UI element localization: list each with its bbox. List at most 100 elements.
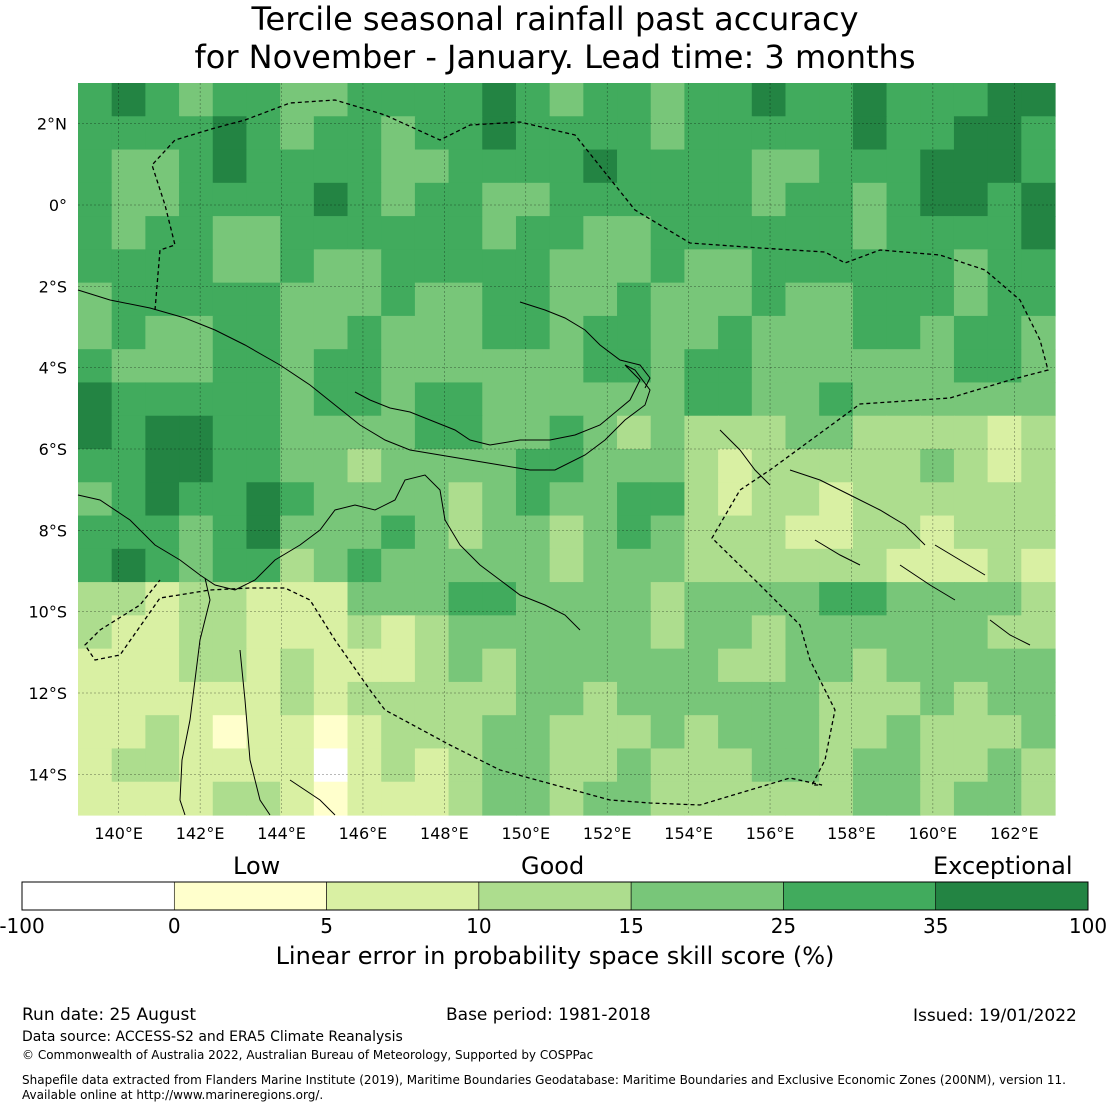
skill-cell — [852, 182, 888, 217]
skill-cell — [549, 349, 584, 384]
run-date: Run date: 25 August — [22, 1005, 196, 1025]
skill-cell — [347, 715, 382, 750]
skill-cell — [246, 648, 281, 683]
skill-cell — [920, 615, 955, 650]
skill-cell — [145, 548, 180, 583]
skill-cell — [347, 349, 382, 384]
skill-cell — [650, 249, 686, 284]
skill-cell — [179, 216, 214, 250]
skill-cell — [785, 482, 820, 517]
colorbar-box — [21, 881, 175, 911]
skill-cell — [280, 182, 315, 217]
skill-cell — [684, 382, 719, 417]
skill-cell — [246, 715, 281, 750]
skill-cell — [785, 415, 820, 450]
lon-label: 140°E — [94, 824, 143, 843]
skill-cell — [179, 681, 214, 716]
lon-label: 158°E — [827, 824, 876, 843]
skill-cell — [515, 781, 551, 816]
skill-cell — [212, 781, 248, 816]
skill-cell — [212, 449, 248, 483]
skill-cell — [920, 182, 955, 217]
skill-cell — [145, 249, 180, 284]
skill-cell — [1021, 116, 1056, 151]
skill-cell — [953, 648, 989, 683]
skill-cell — [145, 715, 180, 750]
skill-cell — [819, 315, 854, 350]
skill-cell — [819, 615, 854, 650]
skill-cell — [953, 715, 989, 750]
skill-cell — [617, 349, 652, 384]
skill-cell — [381, 648, 416, 683]
skill-cell — [617, 449, 652, 483]
skill-cell — [650, 582, 686, 616]
skill-cell — [78, 615, 113, 650]
skill-cell — [78, 149, 113, 184]
skill-cell — [145, 515, 180, 550]
skill-cell — [313, 781, 349, 816]
skill-cell — [785, 582, 820, 616]
skill-cell — [650, 515, 686, 550]
skill-cell — [886, 582, 921, 616]
skill-cell — [617, 648, 652, 683]
skill-cell — [549, 249, 584, 284]
skill-cell — [179, 149, 214, 184]
skill-cell — [650, 83, 686, 117]
skill-cell — [718, 249, 753, 284]
skill-cell — [920, 415, 955, 450]
skill-cell — [852, 582, 888, 616]
skill-cell — [347, 382, 382, 417]
skill-cell — [1021, 349, 1056, 384]
skill-cell — [111, 449, 146, 483]
skill-cell — [650, 781, 686, 816]
skill-cell — [684, 182, 719, 217]
skill-cell — [246, 315, 281, 350]
skill-cell — [347, 515, 382, 550]
skill-cell — [381, 116, 416, 151]
skill-cell — [987, 216, 1022, 250]
skill-cell — [583, 582, 618, 616]
skill-cell — [78, 315, 113, 350]
skill-cell — [381, 315, 416, 350]
skill-cell — [280, 349, 315, 384]
skill-cell — [212, 582, 248, 616]
skill-cell — [179, 548, 214, 583]
skill-cell — [313, 315, 349, 350]
skill-cell — [617, 748, 652, 783]
skill-cell — [381, 548, 416, 583]
skill-cell — [684, 116, 719, 151]
skill-cell — [448, 149, 483, 184]
skill-cell — [280, 415, 315, 450]
skill-cell — [650, 548, 686, 583]
skill-cell — [920, 149, 955, 184]
colorbar-frame — [21, 881, 1089, 911]
skill-cell — [819, 715, 854, 750]
skill-cell — [583, 216, 618, 250]
skill-cell — [684, 748, 719, 783]
skill-cell — [751, 681, 787, 716]
skill-cell — [448, 515, 483, 550]
skill-cell — [819, 382, 854, 417]
skill-cell — [617, 482, 652, 517]
skill-cell — [78, 216, 113, 250]
skill-cell — [179, 582, 214, 616]
skill-cell — [145, 216, 180, 250]
skill-cell — [179, 249, 214, 284]
skill-cell — [1021, 216, 1056, 250]
lon-label: 160°E — [909, 824, 958, 843]
skill-cell — [414, 449, 450, 483]
skill-cell — [718, 515, 753, 550]
skill-cell — [751, 83, 787, 117]
skill-cell — [953, 415, 989, 450]
skill-cell — [212, 349, 248, 384]
skill-cell — [583, 615, 618, 650]
skill-cell — [448, 282, 483, 317]
skill-cell — [583, 781, 618, 816]
skill-cell — [78, 382, 113, 417]
skill-cell — [246, 182, 281, 217]
skill-cell — [78, 415, 113, 450]
skill-cell — [212, 415, 248, 450]
skill-cell — [852, 83, 888, 117]
skill-cell — [111, 182, 146, 217]
skill-cell — [684, 648, 719, 683]
